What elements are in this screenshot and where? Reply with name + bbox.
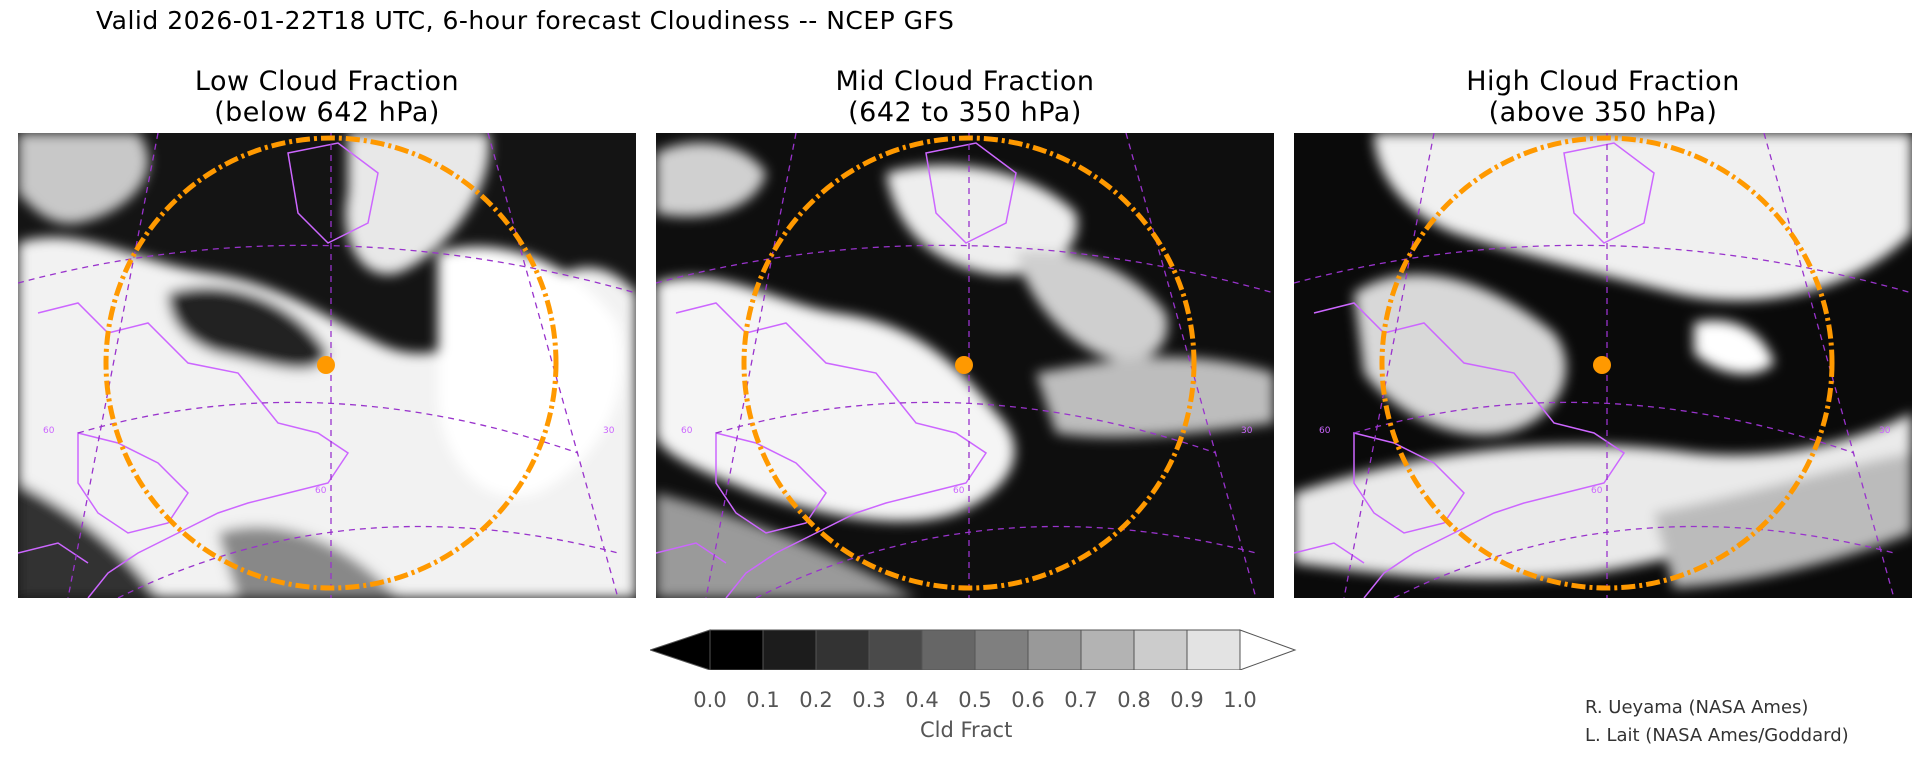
colorbar-title: Cld Fract	[920, 718, 1013, 742]
panel-title-line1: Low Cloud Fraction	[194, 66, 460, 97]
location-marker	[1593, 356, 1611, 374]
grid-label: 30	[1879, 426, 1891, 436]
map-panel-mid: 60 60 30	[656, 133, 1274, 598]
map-mid-svg: 60 60 30	[656, 133, 1274, 598]
colorbar-tick-label: 0.0	[693, 688, 727, 712]
colorbar-over-arrow	[1239, 629, 1297, 670]
grid-label: 60	[1591, 486, 1603, 496]
panel-title-line2: (below 642 hPa)	[214, 97, 440, 128]
panel-title-mid: Mid Cloud Fraction (642 to 350 hPa)	[656, 66, 1274, 128]
colorbar-box	[1186, 629, 1241, 670]
colorbar-box	[868, 629, 923, 670]
colorbar-box	[815, 629, 870, 670]
colorbar-box	[974, 629, 1029, 670]
panel-title-line1: Mid Cloud Fraction	[835, 66, 1095, 97]
grid-label: 60	[1319, 426, 1331, 436]
map-high-svg: 60 60 30	[1294, 133, 1912, 598]
credit-line-1: R. Ueyama (NASA Ames)	[1585, 697, 1809, 718]
figure-title: Valid 2026-01-22T18 UTC, 6-hour forecast…	[96, 6, 955, 35]
panel-title-low: Low Cloud Fraction (below 642 hPa)	[18, 66, 636, 128]
colorbar-tick-label: 0.9	[1170, 688, 1204, 712]
grid-label: 60	[43, 426, 55, 436]
grid-label: 60	[315, 486, 327, 496]
colorbar-tick-label: 0.4	[905, 688, 939, 712]
location-marker	[317, 356, 335, 374]
colorbar-under-arrow	[650, 629, 711, 670]
colorbar-box	[1080, 629, 1135, 670]
map-panel-high: 60 60 30	[1294, 133, 1912, 598]
colorbar-box	[921, 629, 976, 670]
colorbar-tick-label: 0.8	[1117, 688, 1151, 712]
colorbar	[650, 629, 1297, 670]
colorbar-box	[709, 629, 764, 670]
grid-label: 30	[1241, 426, 1253, 436]
colorbar-tick-label: 0.7	[1064, 688, 1098, 712]
map-panel-low: 60 60 30	[18, 133, 636, 598]
colorbar-tick-label: 0.1	[746, 688, 780, 712]
panel-title-line2: (above 350 hPa)	[1488, 97, 1718, 128]
colorbar-tick-label: 0.2	[799, 688, 833, 712]
colorbar-box	[1133, 629, 1188, 670]
colorbar-tick-label: 1.0	[1223, 688, 1257, 712]
colorbar-box	[762, 629, 817, 670]
credit-line-2: L. Lait (NASA Ames/Goddard)	[1585, 725, 1849, 746]
location-marker	[955, 356, 973, 374]
panel-title-high: High Cloud Fraction (above 350 hPa)	[1294, 66, 1912, 128]
map-low-svg: 60 60 30	[18, 133, 636, 598]
colorbar-tick-label: 0.5	[958, 688, 992, 712]
panel-title-line1: High Cloud Fraction	[1466, 66, 1740, 97]
credits: R. Ueyama (NASA Ames) L. Lait (NASA Ames…	[1585, 694, 1849, 750]
panel-title-line2: (642 to 350 hPa)	[848, 97, 1082, 128]
grid-label: 60	[953, 486, 965, 496]
colorbar-tick-label: 0.6	[1011, 688, 1045, 712]
grid-label: 60	[681, 426, 693, 436]
grid-label: 30	[603, 426, 615, 436]
colorbar-box	[1027, 629, 1082, 670]
colorbar-tick-label: 0.3	[852, 688, 886, 712]
